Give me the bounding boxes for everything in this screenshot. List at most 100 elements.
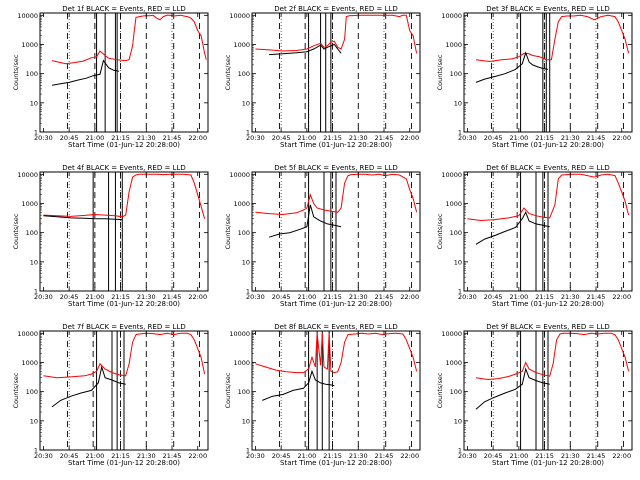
y-axis-label: Counts/sec: [12, 372, 20, 408]
y-tick-label: 100: [26, 229, 38, 237]
x-axis-label: Start Time (01-Jun-12 20:28:00): [492, 300, 604, 308]
y-tick-label: 1: [458, 129, 462, 137]
plot-frame: [251, 171, 421, 292]
chart-panel-3: 1 10 100 1000 10000 20:30 20:45 21:00 21:15 21:30…: [436, 5, 633, 149]
x-tick-label: 21:30: [349, 293, 368, 301]
lld-series-line: [467, 173, 630, 222]
x-axis-label: Start Time (01-Jun-12 20:28:00): [68, 141, 180, 149]
x-tick-label: 20:30: [458, 134, 477, 142]
y-axis-label: Counts/sec: [224, 54, 232, 90]
events-series-line: [51, 365, 126, 408]
y-tick-label: 10000: [229, 12, 250, 20]
x-tick-label: 21:00: [297, 134, 316, 142]
plot-frame: [251, 12, 421, 133]
x-tick-label: 21:45: [587, 452, 606, 460]
x-tick-label: 20:45: [484, 452, 503, 460]
x-axis-label: Start Time (01-Jun-12 20:28:00): [68, 300, 180, 308]
y-tick-label: 1000: [233, 41, 250, 49]
plot-frame: [39, 171, 209, 292]
x-tick-label: 22:00: [188, 452, 207, 460]
y-axis-label: Counts/sec: [436, 372, 444, 408]
x-tick-label: 21:45: [375, 452, 394, 460]
y-tick-label: 1000: [445, 41, 462, 49]
y-tick-label: 1: [458, 447, 462, 455]
y-tick-label: 1: [34, 129, 38, 137]
y-tick-label: 10000: [17, 171, 38, 179]
y-tick-label: 10: [242, 99, 250, 107]
x-tick-label: 21:15: [323, 293, 342, 301]
panel-title: Det 8f BLACK = Events, RED = LLD: [274, 323, 397, 331]
x-tick-label: 21:30: [349, 134, 368, 142]
y-tick-label: 10000: [229, 330, 250, 338]
y-tick-label: 100: [450, 70, 462, 78]
chart-panel-9: 1 10 100 1000 10000 20:30 20:45 21:00 21:15 21:30…: [436, 323, 633, 467]
y-tick-label: 100: [238, 70, 250, 78]
x-tick-label: 20:45: [272, 293, 291, 301]
panel-title: Det 5f BLACK = Events, RED = LLD: [274, 164, 397, 172]
y-axis-label: Counts/sec: [224, 213, 232, 249]
events-series-line: [51, 59, 119, 86]
panel-title: Det 3f BLACK = Events, RED = LLD: [486, 5, 609, 13]
plot-frame: [463, 330, 633, 451]
y-tick-label: 100: [26, 388, 38, 396]
x-tick-label: 21:00: [85, 134, 104, 142]
x-tick-label: 21:15: [535, 452, 554, 460]
y-axis-label: Counts/sec: [12, 54, 20, 90]
x-tick-label: 20:45: [272, 134, 291, 142]
x-tick-label: 21:45: [375, 134, 394, 142]
panel-title: Det 6f BLACK = Events, RED = LLD: [486, 164, 609, 172]
x-axis-label: Start Time (01-Jun-12 20:28:00): [68, 459, 180, 467]
x-tick-label: 22:00: [612, 452, 631, 460]
chart-panel-4: 1 10 100 1000 10000 20:30 20:45 21:00 21:15 21:30…: [12, 164, 209, 308]
x-tick-label: 21:45: [587, 293, 606, 301]
x-tick-label: 21:15: [535, 134, 554, 142]
x-tick-label: 20:30: [34, 134, 53, 142]
y-tick-label: 100: [238, 388, 250, 396]
x-tick-label: 21:30: [137, 452, 156, 460]
y-tick-label: 1: [246, 288, 250, 296]
x-tick-label: 21:00: [509, 134, 528, 142]
y-tick-label: 10: [454, 417, 462, 425]
plot-frame: [463, 171, 633, 292]
y-tick-label: 10: [242, 258, 250, 266]
lld-series-line: [475, 332, 630, 381]
x-tick-label: 22:00: [612, 134, 631, 142]
y-tick-label: 10: [30, 258, 38, 266]
x-tick-label: 21:00: [297, 452, 316, 460]
y-tick-label: 10000: [441, 12, 462, 20]
y-tick-label: 1000: [445, 359, 462, 367]
x-tick-label: 20:30: [34, 293, 53, 301]
x-tick-label: 21:30: [137, 134, 156, 142]
panel-title: Det 2f BLACK = Events, RED = LLD: [274, 5, 397, 13]
x-tick-label: 20:45: [484, 134, 503, 142]
chart-panel-5: 1 10 100 1000 10000 20:30 20:45 21:00 21:15 21:30…: [224, 164, 421, 308]
panel-title: Det 1f BLACK = Events, RED = LLD: [62, 5, 185, 13]
lld-series-line: [255, 332, 418, 374]
x-tick-label: 20:45: [484, 293, 503, 301]
x-tick-label: 21:30: [561, 452, 580, 460]
y-tick-label: 1000: [21, 200, 38, 208]
x-tick-label: 22:00: [400, 293, 419, 301]
y-tick-label: 1000: [445, 200, 462, 208]
y-axis-label: Counts/sec: [436, 213, 444, 249]
y-tick-label: 10000: [441, 171, 462, 179]
lld-series-line: [255, 173, 418, 216]
x-axis-label: Start Time (01-Jun-12 20:28:00): [492, 141, 604, 149]
x-tick-label: 20:45: [272, 452, 291, 460]
y-tick-label: 10000: [441, 330, 462, 338]
lld-series-line: [43, 332, 206, 379]
y-tick-label: 10: [242, 417, 250, 425]
panel-title: Det 9f BLACK = Events, RED = LLD: [486, 323, 609, 331]
y-tick-label: 10000: [17, 330, 38, 338]
plot-frame: [39, 330, 209, 451]
y-tick-label: 10: [454, 258, 462, 266]
lld-series-line: [51, 14, 207, 65]
y-tick-label: 1000: [233, 359, 250, 367]
y-tick-label: 100: [450, 388, 462, 396]
plot-frame: [463, 12, 633, 133]
y-tick-label: 100: [450, 229, 462, 237]
chart-panel-6: 1 10 100 1000 10000 20:30 20:45 21:00 21:15 21:30…: [436, 164, 633, 308]
plot-frame: [39, 12, 209, 133]
y-tick-label: 100: [238, 229, 250, 237]
